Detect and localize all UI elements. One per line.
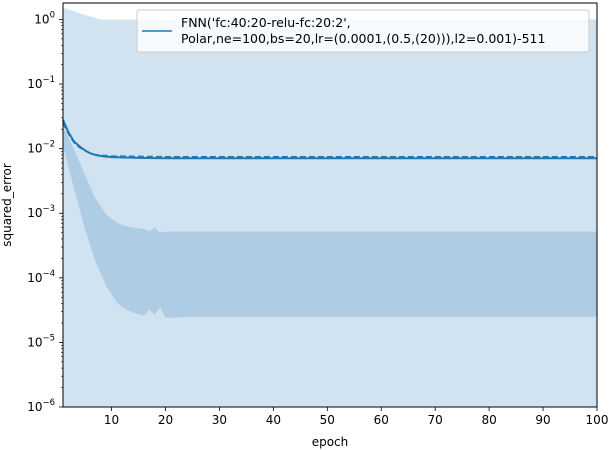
series-line-solid: [62, 119, 597, 160]
y-tick-label: 10−1: [27, 75, 55, 91]
x-tick-label: 90: [535, 413, 550, 427]
legend: FNN('fc:40:20-relu-fc:20:2', Polar,ne=10…: [136, 9, 590, 53]
legend-box: [136, 9, 590, 53]
x-tick-label: 10: [104, 413, 119, 427]
band-inner: [63, 126, 597, 318]
y-axis-ticks: 100 10−1 10−2 10−3 10−4 10−5 10−6: [27, 10, 63, 414]
x-tick-label: 80: [481, 413, 496, 427]
x-tick-label: 20: [158, 413, 173, 427]
y-tick-label: 10−5: [27, 333, 55, 349]
x-axis-ticks: 10 20 30 40 50 60 70 80 90 100: [104, 407, 609, 427]
legend-label-line-1: FNN('fc:40:20-relu-fc:20:2',: [181, 15, 351, 30]
x-tick-label: 100: [586, 413, 609, 427]
band-outer-area: [63, 7, 597, 407]
series-line-dashed: [62, 122, 597, 158]
plot-frame: [62, 2, 598, 408]
legend-label-line-2: Polar,ne=100,bs=20,lr=(0.0001,(0.5,(20))…: [181, 31, 545, 46]
x-tick-label: 50: [320, 413, 335, 427]
band-inner-area: [63, 126, 597, 318]
y-tick-label: 10−2: [27, 140, 55, 156]
x-axis-label: epoch: [312, 435, 349, 449]
y-tick-label: 100: [34, 10, 55, 26]
y-tick-label: 10−4: [27, 269, 55, 285]
x-tick-label: 70: [428, 413, 443, 427]
y-axis-label: squared_error: [0, 163, 14, 247]
x-tick-label: 40: [266, 413, 281, 427]
y-tick-label: 10−6: [27, 398, 55, 414]
x-tick-label: 60: [374, 413, 389, 427]
x-tick-label: 30: [212, 413, 227, 427]
band-outer: [63, 7, 597, 407]
y-tick-label: 10−3: [27, 204, 55, 220]
